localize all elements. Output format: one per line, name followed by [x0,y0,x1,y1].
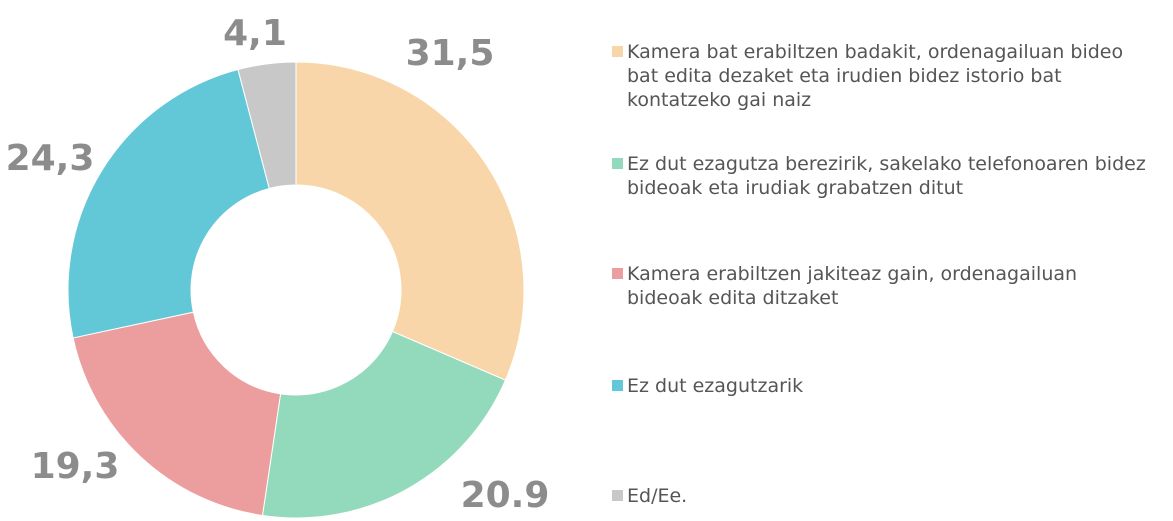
donut-segment [237,61,297,190]
legend-item: Kamera erabiltzen jakiteaz gain, ordenag… [612,262,1172,310]
legend-item: Ed/Ee. [612,484,1172,508]
legend-item: Kamera bat erabiltzen badakit, ordenagai… [612,40,1172,112]
donut-segment [261,330,507,519]
legend-swatch [612,158,623,169]
value-label: 20.9 [461,475,550,516]
value-label: 4,1 [223,13,287,54]
legend-swatch [612,268,623,279]
value-label: 31,5 [406,33,495,74]
legend-item: Ez dut ezagutza berezirik, sakelako tele… [612,152,1172,200]
legend-label: Kamera bat erabiltzen badakit, ordenagai… [627,41,1124,111]
donut-segment [295,61,525,381]
value-label: 19,3 [31,446,120,487]
legend-label: Ed/Ee. [627,485,688,507]
legend-swatch [612,46,623,57]
legend-swatch [612,490,623,501]
donut-segment [67,68,270,339]
legend-swatch [612,380,623,391]
legend-label: Ez dut ezagutza berezirik, sakelako tele… [627,153,1146,199]
donut-segment [72,311,282,517]
legend-label: Kamera erabiltzen jakiteaz gain, ordenag… [627,263,1078,309]
legend-item: Ez dut ezagutzarik [612,374,1172,398]
value-label: 24,3 [6,138,95,179]
legend-label: Ez dut ezagutzarik [627,375,804,397]
